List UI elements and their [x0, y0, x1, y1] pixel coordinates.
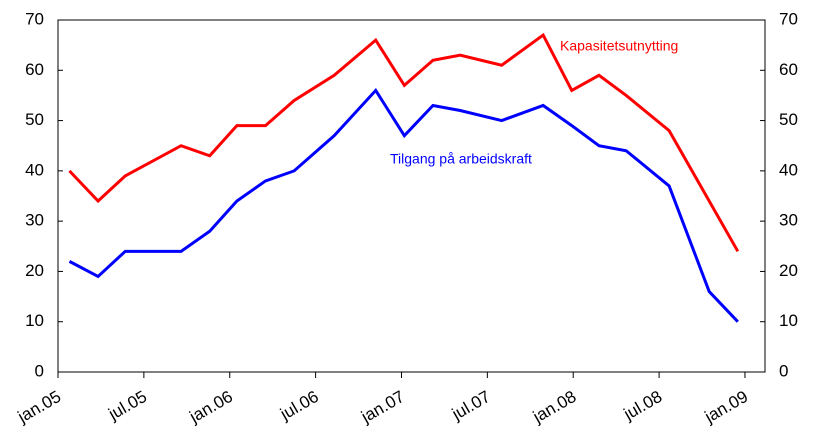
y-tick-label: 50	[25, 110, 44, 129]
y2-tick-label: 0	[779, 361, 788, 380]
x-tick-label: jul.05	[105, 387, 151, 424]
series-line	[68, 87, 739, 323]
y-tick-label: 10	[25, 311, 44, 330]
x-tick-label: jul.06	[276, 387, 322, 424]
y2-tick-label: 60	[779, 60, 798, 79]
x-tick-label: jan.06	[185, 387, 235, 427]
plot-frame	[57, 19, 766, 373]
y2-tick-label: 20	[779, 261, 798, 280]
x-tick-label: jan.09	[701, 387, 751, 427]
y2-tick-label: 30	[779, 211, 798, 230]
x-tick-label: jul.08	[620, 387, 666, 424]
y2-tick-label: 10	[779, 311, 798, 330]
x-tick-label: jan.05	[14, 387, 64, 427]
y-tick-label: 40	[25, 160, 44, 179]
y-tick-label: 20	[25, 261, 44, 280]
y-tick-label: 60	[25, 60, 44, 79]
y-tick-label: 0	[35, 361, 44, 380]
y2-tick-label: 50	[779, 110, 798, 129]
series-label: Kapasitetsutnytting	[560, 38, 678, 54]
x-tick-label: jul.07	[448, 387, 494, 424]
series-line	[68, 32, 740, 253]
series-label: Tilgang på arbeidskraft	[390, 151, 532, 167]
y2-tick-label: 70	[779, 9, 798, 28]
y2-tick-label: 40	[779, 160, 798, 179]
y-tick-label: 30	[25, 211, 44, 230]
x-tick-label: jan.08	[529, 387, 579, 427]
x-tick-label: jan.07	[357, 387, 407, 427]
y-tick-label: 70	[25, 9, 44, 28]
